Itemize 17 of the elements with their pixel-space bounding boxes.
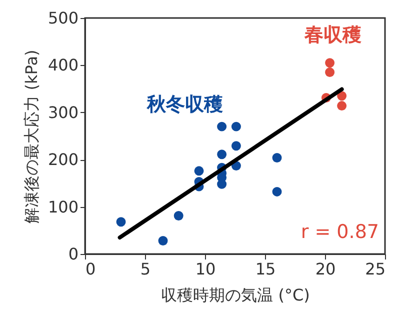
y-axis-title: 解凍後の最大応力 (kPa) bbox=[22, 50, 41, 224]
annotation: r = 0.87 bbox=[300, 221, 379, 243]
y-tick-label: 0 bbox=[68, 244, 78, 264]
x-tick-label: 5 bbox=[140, 260, 151, 278]
y-tick-label: 400 bbox=[48, 56, 78, 75]
y-tick-label: 200 bbox=[48, 150, 78, 170]
series-label: 秋冬収穫 bbox=[146, 94, 223, 116]
x-tick-label: 20 bbox=[315, 260, 336, 278]
x-tick-label: 0 bbox=[86, 260, 96, 278]
y-tick-label: 500 bbox=[48, 8, 78, 28]
x-tick-label: 25 bbox=[365, 260, 386, 278]
y-tick-label: 300 bbox=[48, 102, 78, 122]
x-axis-title: 収穫時期の気温 (°C) bbox=[161, 286, 310, 304]
x-tick-label: 15 bbox=[255, 260, 276, 278]
x-tick-label: 10 bbox=[195, 260, 216, 278]
y-tick-label: 100 bbox=[48, 197, 78, 216]
series-label: 春収穫 bbox=[303, 24, 362, 46]
